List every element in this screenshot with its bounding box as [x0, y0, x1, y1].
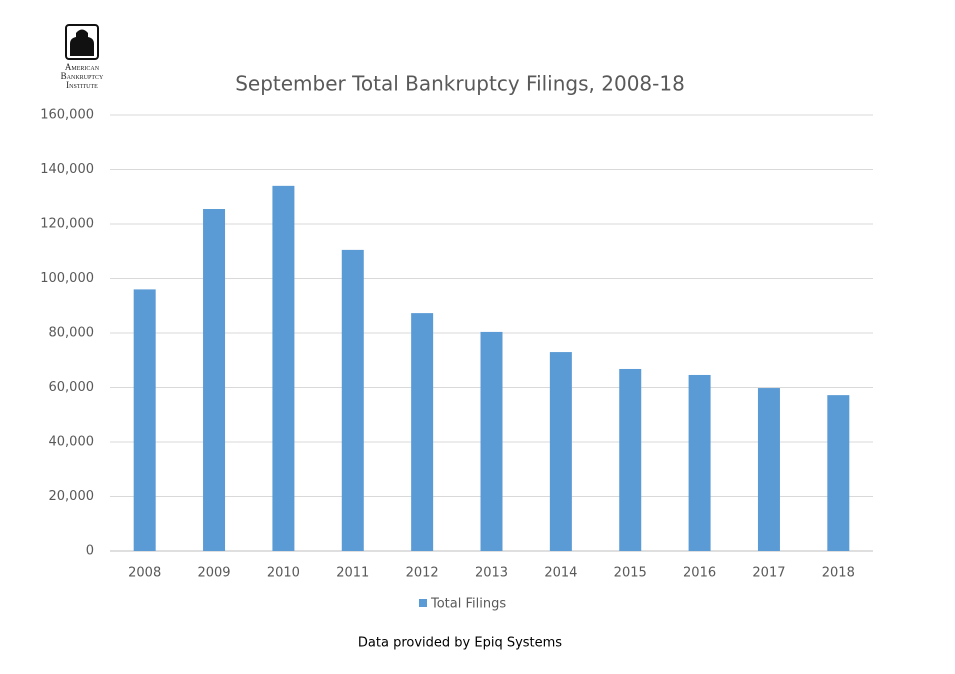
bar — [203, 209, 226, 551]
x-tick-label: 2009 — [197, 566, 230, 581]
legend-label: Total Filings — [430, 597, 506, 612]
bar — [688, 374, 711, 551]
y-tick-label: 40,000 — [49, 435, 95, 450]
x-tick-label: 2013 — [475, 566, 508, 581]
source-note: Data provided by Epiq Systems — [358, 636, 562, 651]
bar — [757, 388, 780, 551]
chart-title: September Total Bankruptcy Filings, 2008… — [235, 72, 685, 96]
logo-dome — [70, 29, 94, 56]
bar — [827, 395, 850, 551]
x-tick-label: 2016 — [683, 566, 716, 581]
y-tick-label: 120,000 — [40, 217, 94, 232]
y-tick-label: 20,000 — [49, 489, 95, 504]
x-tick-label: 2014 — [544, 566, 577, 581]
bar — [619, 368, 642, 551]
x-tick-label: 2008 — [128, 566, 161, 581]
legend-swatch — [419, 599, 427, 607]
bar — [272, 185, 295, 551]
bar — [480, 331, 503, 551]
bar — [133, 289, 156, 551]
x-tick-label: 2011 — [336, 566, 369, 581]
x-tick-label: 2017 — [752, 566, 785, 581]
x-tick-label: 2012 — [406, 566, 439, 581]
logo: American Bankruptcy Institute — [61, 24, 104, 90]
logo-text: Institute — [66, 80, 98, 90]
y-tick-label: 0 — [86, 544, 94, 559]
bar — [549, 352, 572, 551]
bar — [341, 249, 364, 551]
bar — [411, 313, 434, 551]
logo-text: Bankruptcy — [61, 71, 104, 81]
y-tick-label: 80,000 — [49, 326, 95, 341]
y-tick-label: 160,000 — [40, 108, 94, 123]
x-tick-label: 2018 — [822, 566, 855, 581]
y-tick-label: 140,000 — [40, 162, 94, 177]
x-tick-label: 2015 — [614, 566, 647, 581]
y-tick-label: 100,000 — [40, 271, 94, 286]
logo-text: American — [65, 62, 100, 72]
y-tick-label: 60,000 — [49, 380, 95, 395]
x-tick-label: 2010 — [267, 566, 300, 581]
